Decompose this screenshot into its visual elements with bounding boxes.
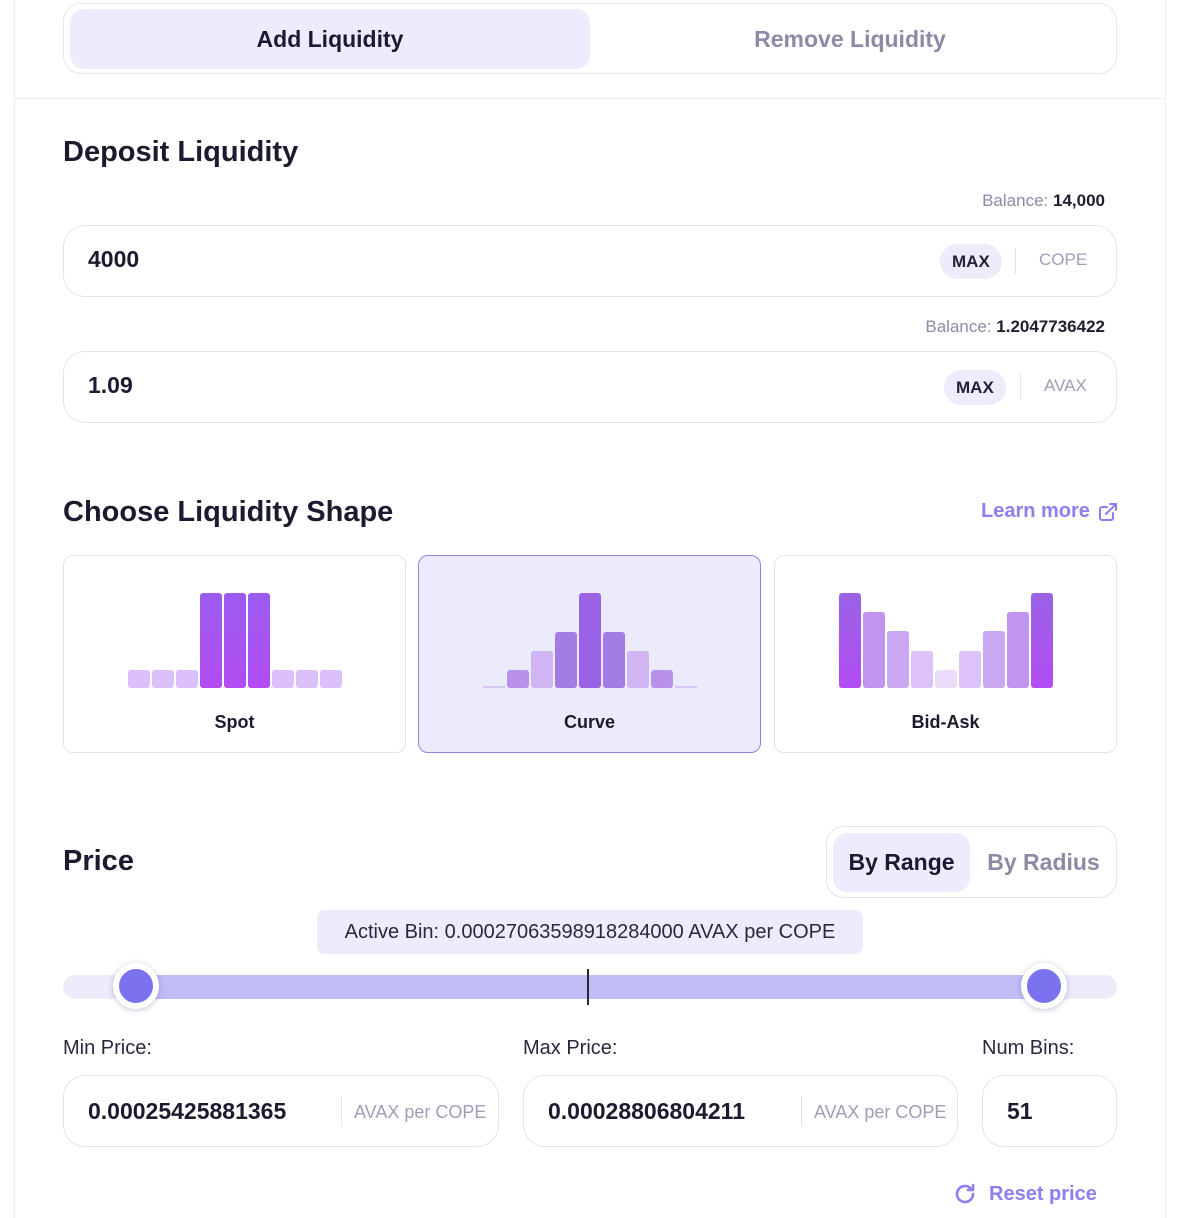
min-price-unit: AVAX per COPE <box>354 1102 487 1122</box>
shape-option-bid-ask[interactable]: Bid-Ask <box>774 555 1117 753</box>
cope-amount-value[interactable]: 4000 <box>88 246 140 272</box>
avax-amount-field[interactable]: 1.09 MAX AVAX <box>63 351 1117 423</box>
by-range-option[interactable]: By Range <box>833 833 970 892</box>
external-link-icon <box>1098 502 1117 521</box>
price-range-slider[interactable] <box>63 963 1117 1009</box>
max-price-handle[interactable] <box>1021 963 1067 1009</box>
active-bin-badge: Active Bin: 0.00027063598918284000 AVAX … <box>317 910 863 954</box>
balance-label: Balance: <box>925 317 992 336</box>
field-separator <box>341 1096 342 1126</box>
avax-max-button[interactable]: MAX <box>944 370 1006 405</box>
balance-value: 1.2047736422 <box>996 317 1105 336</box>
max-price-value[interactable]: 0.00028806804211 <box>548 1098 745 1124</box>
avax-amount-value[interactable]: 1.09 <box>88 372 133 398</box>
max-price-field[interactable]: 0.00028806804211 AVAX per COPE <box>523 1075 958 1147</box>
spot-shape-icon <box>128 593 342 688</box>
tab-remove-liquidity[interactable]: Remove Liquidity <box>754 25 946 52</box>
min-price-value[interactable]: 0.00025425881365 <box>88 1098 287 1124</box>
price-mode-toggle: By Range By Radius <box>826 826 1117 898</box>
shape-title: Choose Liquidity Shape <box>63 496 394 528</box>
learn-more-link[interactable]: Learn more <box>981 500 1118 523</box>
num-bins-label: Num Bins: <box>982 1037 1075 1059</box>
field-separator <box>1015 248 1016 274</box>
refresh-icon <box>955 1183 975 1204</box>
learn-more-label: Learn more <box>981 500 1090 522</box>
cope-token-symbol: COPE <box>1039 250 1088 269</box>
min-price-label: Min Price: <box>63 1037 152 1059</box>
min-price-handle[interactable] <box>113 963 159 1009</box>
shape-label-bid-ask: Bid-Ask <box>911 712 980 732</box>
section-divider <box>15 98 1165 99</box>
slider-selected-range <box>136 975 1044 999</box>
bid-ask-shape-icon <box>839 593 1053 688</box>
avax-balance: Balance: 1.2047736422 <box>925 317 1105 337</box>
max-price-label: Max Price: <box>523 1037 618 1059</box>
field-separator <box>1020 374 1021 400</box>
active-bin-marker <box>587 969 589 1005</box>
curve-shape-icon <box>483 593 697 688</box>
tab-add-liquidity[interactable]: Add Liquidity <box>70 9 590 69</box>
cope-amount-field[interactable]: 4000 MAX COPE <box>63 225 1117 297</box>
price-title: Price <box>63 845 134 877</box>
by-radius-option[interactable]: By Radius <box>987 849 1100 875</box>
num-bins-value[interactable]: 51 <box>1007 1098 1033 1124</box>
avax-token-symbol: AVAX <box>1044 376 1087 395</box>
liquidity-panel <box>14 0 1166 1218</box>
shape-option-spot[interactable]: Spot <box>63 555 406 753</box>
num-bins-field[interactable]: 51 <box>982 1075 1117 1147</box>
max-price-unit: AVAX per COPE <box>814 1102 947 1122</box>
reset-price-button[interactable]: Reset price <box>953 1182 1097 1206</box>
cope-balance: Balance: 14,000 <box>982 191 1105 211</box>
reset-price-label: Reset price <box>989 1182 1097 1205</box>
shape-option-curve[interactable]: Curve <box>418 555 761 753</box>
balance-label: Balance: <box>982 191 1049 210</box>
cope-max-button[interactable]: MAX <box>940 244 1002 279</box>
shape-label-curve: Curve <box>563 712 616 732</box>
liquidity-mode-tabs: Add Liquidity Remove Liquidity <box>63 3 1117 74</box>
balance-value: 14,000 <box>1053 191 1105 210</box>
min-price-field[interactable]: 0.00025425881365 AVAX per COPE <box>63 1075 499 1147</box>
deposit-title: Deposit Liquidity <box>63 136 299 168</box>
field-separator <box>801 1096 802 1126</box>
shape-label-spot: Spot <box>214 712 255 732</box>
